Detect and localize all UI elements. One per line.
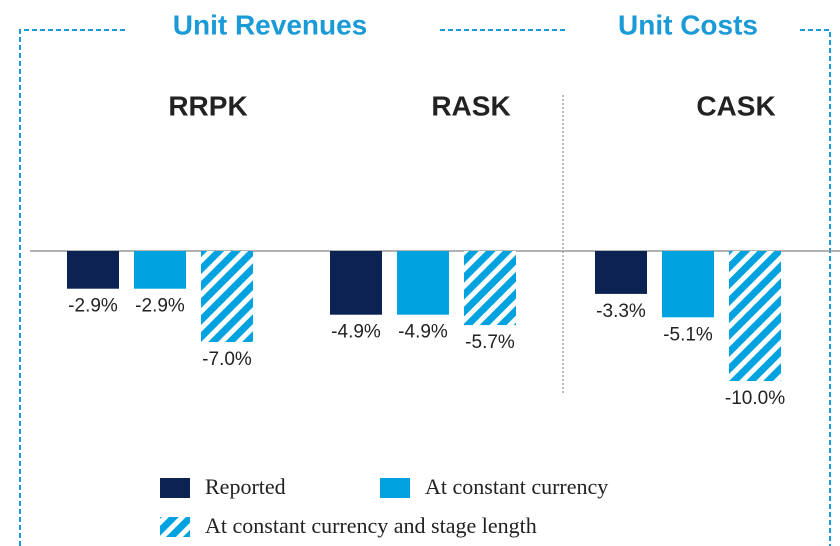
section-title: Unit Revenues [173, 9, 368, 40]
bar [67, 251, 119, 289]
legend-label: At constant currency and stage length [205, 513, 537, 538]
legend-label: At constant currency [425, 474, 608, 499]
bar [134, 251, 186, 289]
value-label: -2.9% [135, 296, 185, 317]
category-label: RASK [431, 90, 510, 121]
legend-label: Reported [205, 474, 286, 499]
bar [464, 251, 516, 326]
legend-swatch [160, 517, 190, 537]
value-label: -4.9% [331, 322, 381, 343]
category-label: RRPK [168, 90, 247, 121]
value-label: -10.0% [725, 388, 785, 409]
category-label: CASK [696, 90, 775, 121]
bar [595, 251, 647, 294]
bar [729, 251, 781, 381]
value-label: -2.9% [68, 296, 118, 317]
bar [201, 251, 253, 342]
value-label: -4.9% [398, 322, 448, 343]
bar [330, 251, 382, 315]
legend-swatch [160, 478, 190, 498]
section-title: Unit Costs [618, 9, 758, 40]
legend-swatch [380, 478, 410, 498]
value-label: -3.3% [596, 301, 646, 322]
frame [19, 29, 831, 546]
value-label: -5.7% [465, 332, 515, 353]
value-label: -5.1% [663, 324, 713, 345]
value-label: -7.0% [202, 349, 252, 370]
bar [662, 251, 714, 318]
bar [397, 251, 449, 315]
